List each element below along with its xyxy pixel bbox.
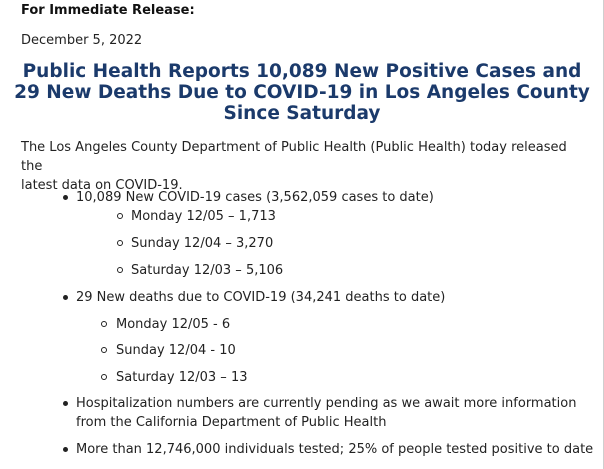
testing-summary: More than 12,746,000 individuals tested;… (76, 442, 594, 457)
hospitalization-line-1: Hospitalization numbers are currently pe… (76, 396, 577, 411)
intro-line-2: latest data on COVID-19. (21, 178, 183, 193)
bullet-circle-icon (101, 374, 107, 380)
bullet-disc-icon (63, 447, 68, 452)
headline-line-3: Since Saturday (223, 103, 381, 124)
bullet-circle-icon (101, 347, 107, 353)
bullet-disc-icon (63, 295, 68, 300)
cases-item-sunday: Sunday 12/04 – 3,270 (131, 236, 274, 251)
deaths-item-monday: Monday 12/05 - 6 (116, 317, 231, 332)
bullet-circle-icon (117, 213, 123, 219)
release-date: December 5, 2022 (21, 33, 143, 48)
headline-line-2: 29 New Deaths Due to COVID-19 in Los Ang… (14, 82, 590, 103)
headline-line-1: Public Health Reports 10,089 New Positiv… (22, 61, 582, 82)
cases-item-monday: Monday 12/05 – 1,713 (131, 209, 276, 224)
bullet-disc-icon (63, 401, 68, 406)
press-release-headline: Public Health Reports 10,089 New Positiv… (0, 61, 604, 124)
bullet-circle-icon (117, 240, 123, 246)
hospitalization-text: Hospitalization numbers are currently pe… (76, 394, 576, 432)
deaths-summary: 29 New deaths due to COVID-19 (34,241 de… (76, 290, 446, 305)
bullet-circle-icon (117, 267, 123, 273)
cases-item-saturday: Saturday 12/03 – 5,106 (131, 263, 284, 278)
intro-line-1: The Los Angeles County Department of Pub… (21, 140, 567, 174)
intro-paragraph: The Los Angeles County Department of Pub… (21, 138, 581, 195)
cases-summary: 10,089 New COVID-19 cases (3,562,059 cas… (76, 190, 434, 205)
deaths-item-saturday: Saturday 12/03 – 13 (116, 370, 248, 385)
deaths-item-sunday: Sunday 12/04 - 10 (116, 343, 236, 358)
hospitalization-line-2: from the California Department of Public… (76, 415, 387, 430)
bullet-circle-icon (101, 321, 107, 327)
bullet-disc-icon (63, 195, 68, 200)
release-label: For Immediate Release: (21, 3, 195, 18)
